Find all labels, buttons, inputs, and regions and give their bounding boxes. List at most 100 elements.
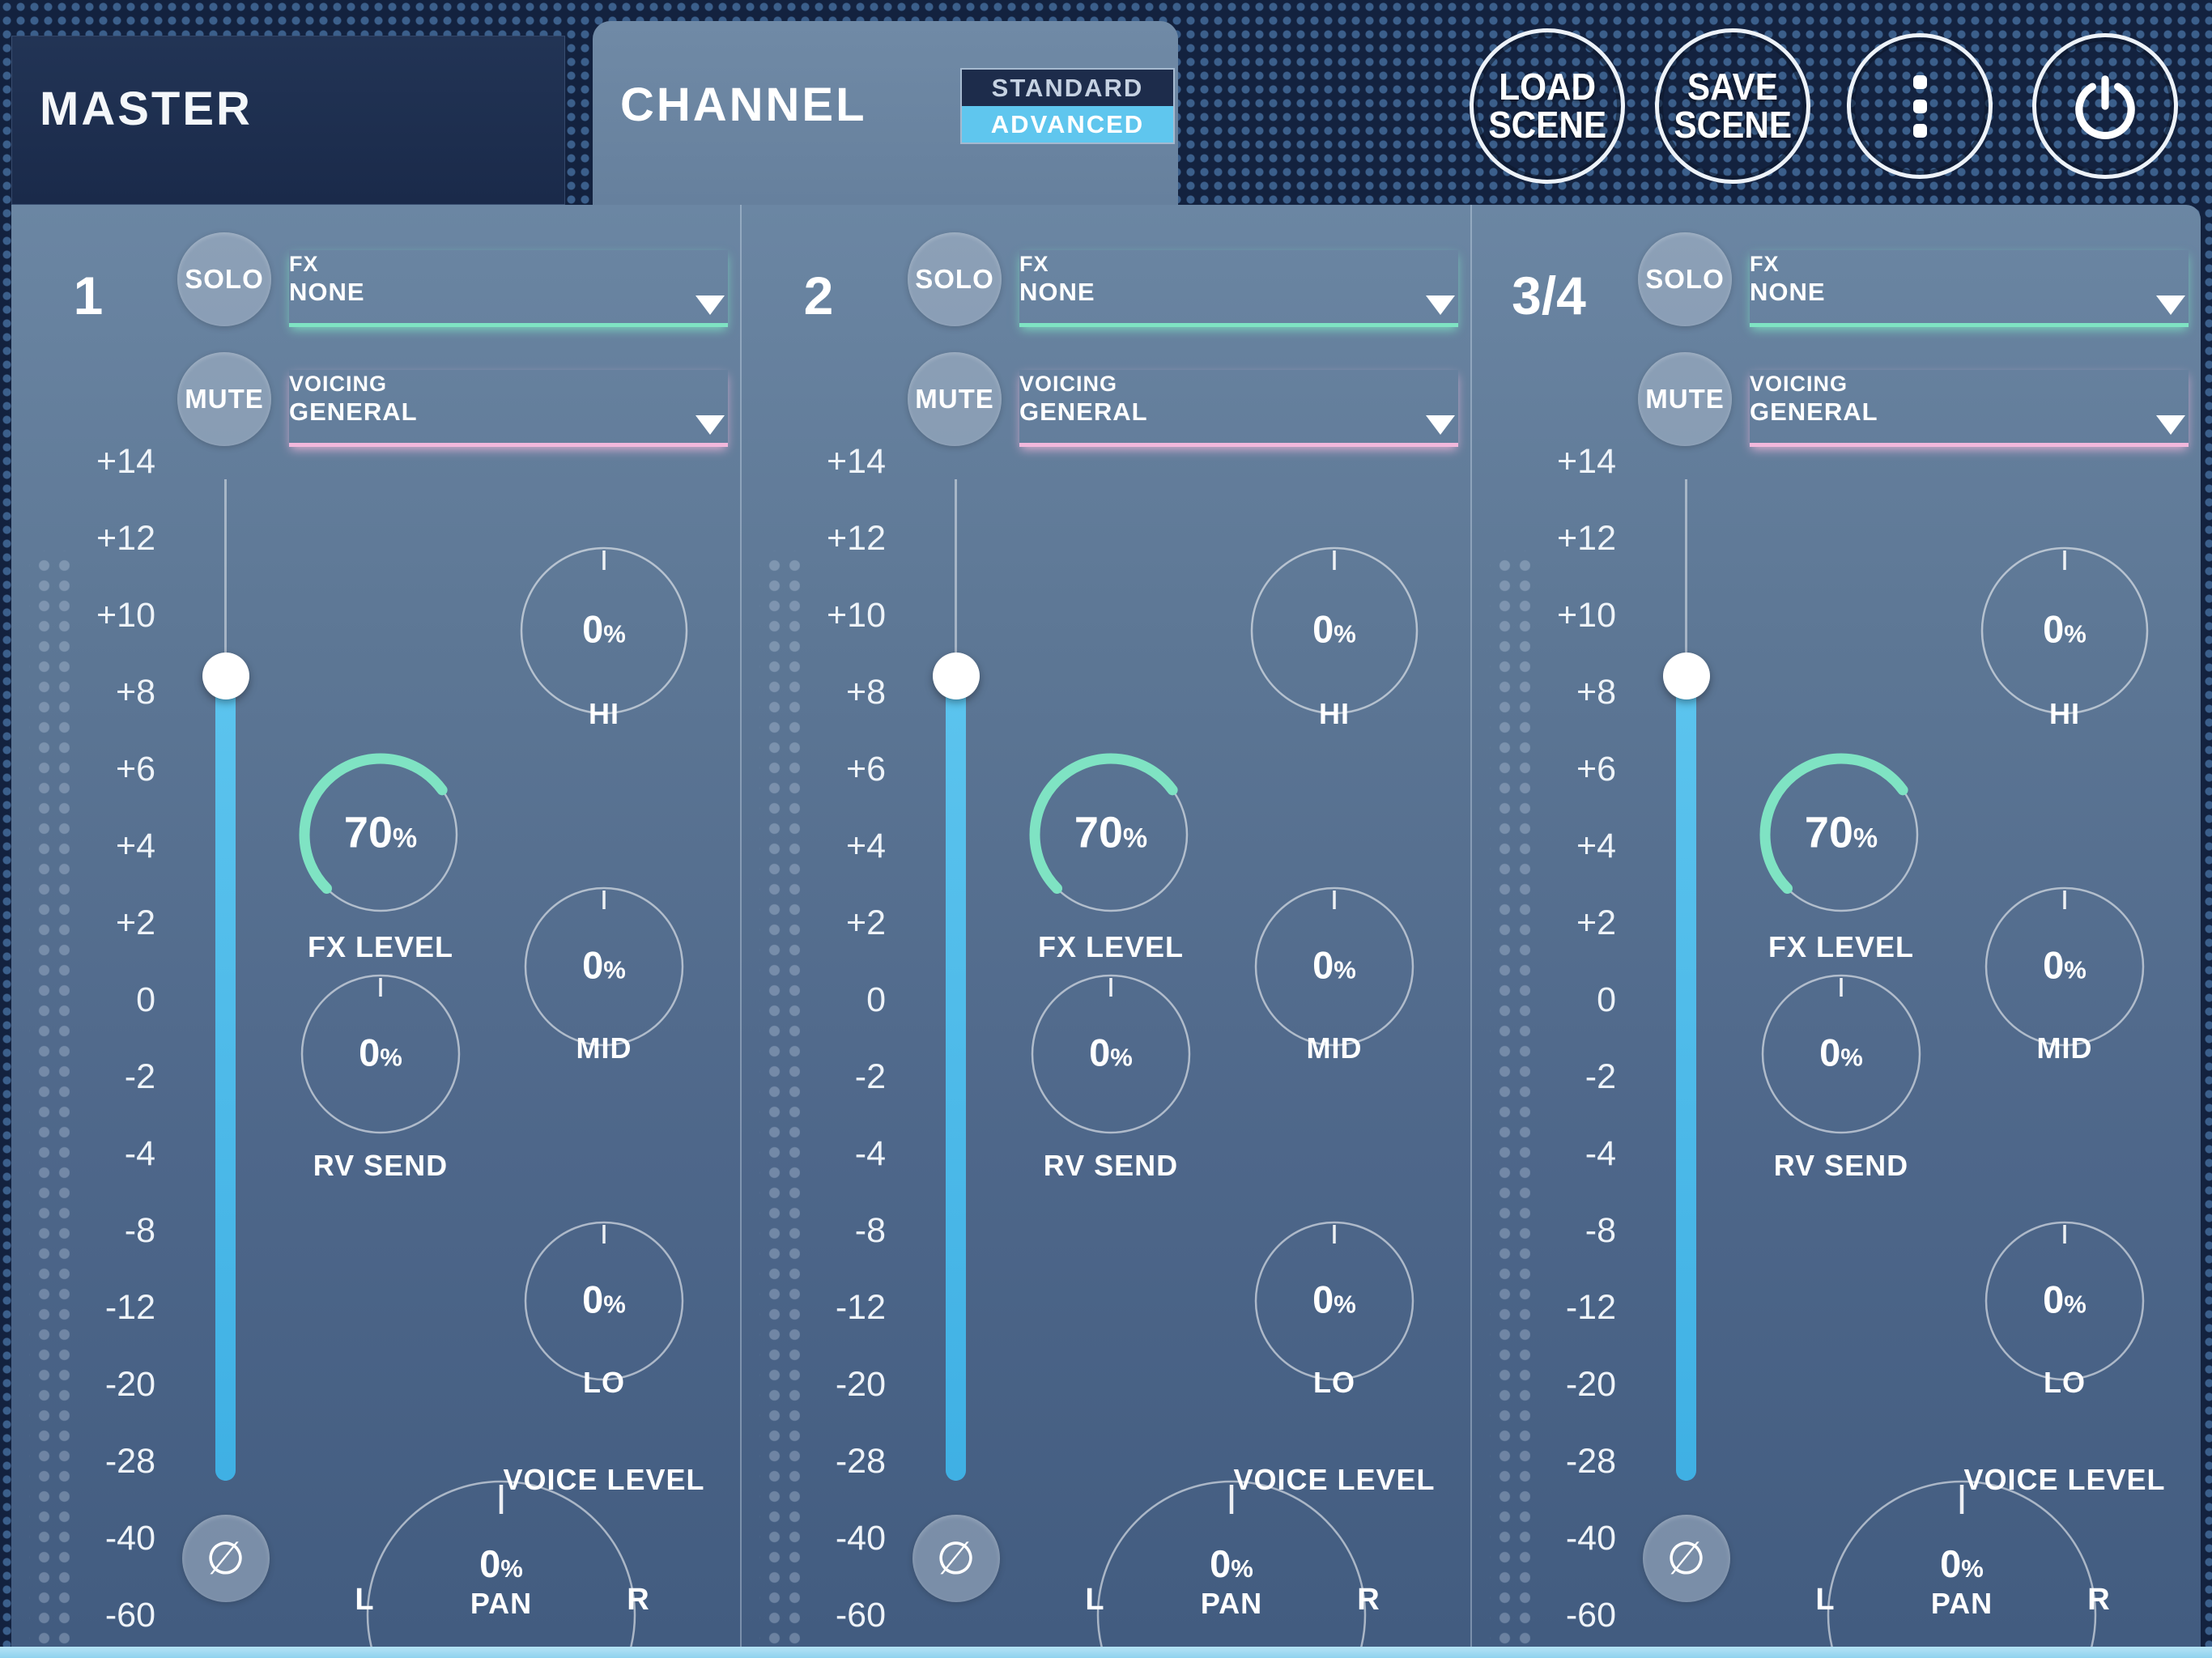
power-button[interactable] [2032,33,2178,179]
save-scene-button[interactable]: SAVE SCENE [1655,28,1810,184]
fx-select-label: FX [1750,252,1780,276]
fader-scale-label: +6 [115,750,155,789]
mode-standard-button[interactable]: STANDARD [962,70,1173,106]
dropdown-caret-icon [2156,295,2185,315]
mid-knob[interactable]: 0% [523,886,685,1048]
pan-knob-value: 0% [1940,1542,1984,1585]
voicing-select[interactable]: VOICING GENERAL [1750,370,2189,447]
menu-button[interactable] [1847,33,1993,179]
fader-scale-label: +12 [1557,519,1616,558]
save-scene-label-line2: SCENE [1674,104,1792,146]
solo-button[interactable]: SOLO [1638,232,1732,326]
fx-level-knob[interactable]: 70% [299,753,462,916]
solo-button[interactable]: SOLO [177,232,271,326]
tab-master-label: MASTER [40,83,253,135]
voicing-select[interactable]: VOICING GENERAL [289,370,728,447]
fx-select-label: FX [1019,252,1049,276]
hi-knob[interactable]: 0% [1980,546,2150,716]
fader-fill [1676,676,1696,1481]
mid-knob[interactable]: 0% [1253,886,1415,1048]
fader-scale-label: +6 [1576,750,1616,789]
fx-level-knob[interactable]: 70% [1759,753,1923,916]
voice-level-label: VOICE LEVEL [1963,1463,2166,1496]
rv-send-knob[interactable]: 0% [1030,973,1192,1135]
fader-scale-label: -60 [1565,1596,1616,1635]
tab-master[interactable]: MASTER [11,36,565,205]
fader-handle[interactable] [1663,653,1710,699]
tab-channel-label: CHANNEL [620,79,867,131]
fader-scale-label: -12 [1565,1288,1616,1327]
fx-select[interactable]: FX NONE [1750,250,2189,327]
channel-panel: 1 SOLO MUTE FX NONE VOICING GENERAL +14 +… [11,205,2201,1647]
fader-scale-label: -20 [104,1365,155,1404]
fx-select[interactable]: FX NONE [289,250,728,327]
mode-advanced-button[interactable]: ADVANCED [962,106,1173,142]
mid-knob[interactable]: 0% [1984,886,2146,1048]
hi-knob-value: 0% [582,607,626,651]
load-scene-button[interactable]: LOAD SCENE [1470,28,1625,184]
fader-scale-label: +12 [827,519,886,558]
pan-knob[interactable]: 0% PAN [364,1478,638,1647]
rv-send-knob[interactable]: 0% [1760,973,1922,1135]
knob-dial [1984,886,2145,1047]
rv-send-knob-value: 0% [1089,1031,1133,1074]
fader-handle[interactable] [933,653,980,699]
tab-channel[interactable]: CHANNEL STANDARD ADVANCED [593,21,1178,205]
pan-knob[interactable]: 0% PAN [1825,1478,2099,1647]
hi-knob[interactable]: 0% [1249,546,1419,716]
mute-button[interactable]: MUTE [1638,352,1732,446]
knob-dial [520,546,688,715]
lo-knob[interactable]: 0% [1984,1220,2146,1382]
mute-button[interactable]: MUTE [177,352,271,446]
knob-dial [524,886,684,1047]
fx-select[interactable]: FX NONE [1019,250,1458,327]
channel-strip: 1 SOLO MUTE FX NONE VOICING GENERAL +14 +… [11,205,742,1647]
fader-scale-label: +8 [845,673,886,712]
voicing-select-label: VOICING [289,372,388,396]
phase-button[interactable]: ∅ [912,1515,1000,1602]
pan-left-label: L [355,1583,374,1617]
knob-dial [1984,1221,2145,1381]
mid-knob-value: 0% [1312,943,1356,987]
knob-dial [524,1221,684,1381]
fader-scale-label: -40 [835,1519,886,1558]
pan-right-label: R [627,1583,649,1617]
hi-knob[interactable]: 0% [519,546,689,716]
knob-dial [1096,1480,1367,1647]
voice-level-label: VOICE LEVEL [503,1463,705,1496]
fader-scale-label: +12 [96,519,155,558]
voicing-select[interactable]: VOICING GENERAL [1019,370,1458,447]
phase-button[interactable]: ∅ [1643,1515,1730,1602]
fx-level-knob[interactable]: 70% [1029,753,1193,916]
fader-scale-label: -12 [835,1288,886,1327]
fader-scale-label: -4 [124,1134,155,1173]
dropdown-caret-icon [1426,415,1455,435]
fader-scale-label: +10 [827,596,886,635]
lo-knob[interactable]: 0% [523,1220,685,1382]
fader-fill [215,676,236,1481]
lo-knob-label: LO [2044,1366,2086,1399]
fader-scale-label: +14 [1557,442,1616,481]
fader-scale-label: +8 [1576,673,1616,712]
mid-knob-value: 0% [582,943,626,987]
voicing-select-label: VOICING [1750,372,1848,396]
rv-send-knob[interactable]: 0% [300,973,462,1135]
voicing-select-value: GENERAL [289,397,418,426]
mute-button[interactable]: MUTE [908,352,1002,446]
fader-scale-label: +14 [827,442,886,481]
knob-dial [366,1480,636,1647]
knob-dial [1254,886,1414,1047]
phase-button[interactable]: ∅ [182,1515,270,1602]
fader-handle[interactable] [202,653,249,699]
solo-button[interactable]: SOLO [908,232,1002,326]
pan-left-label: L [1085,1583,1104,1617]
fader-scale-label: +4 [115,827,155,865]
pan-right-label: R [1357,1583,1380,1617]
fx-level-knob-value: 70% [343,808,418,857]
knob-dial [1250,546,1419,715]
lo-knob[interactable]: 0% [1253,1220,1415,1382]
pan-knob[interactable]: 0% PAN [1095,1478,1368,1647]
lo-knob-value: 0% [1312,1278,1356,1321]
voice-level-label: VOICE LEVEL [1233,1463,1436,1496]
